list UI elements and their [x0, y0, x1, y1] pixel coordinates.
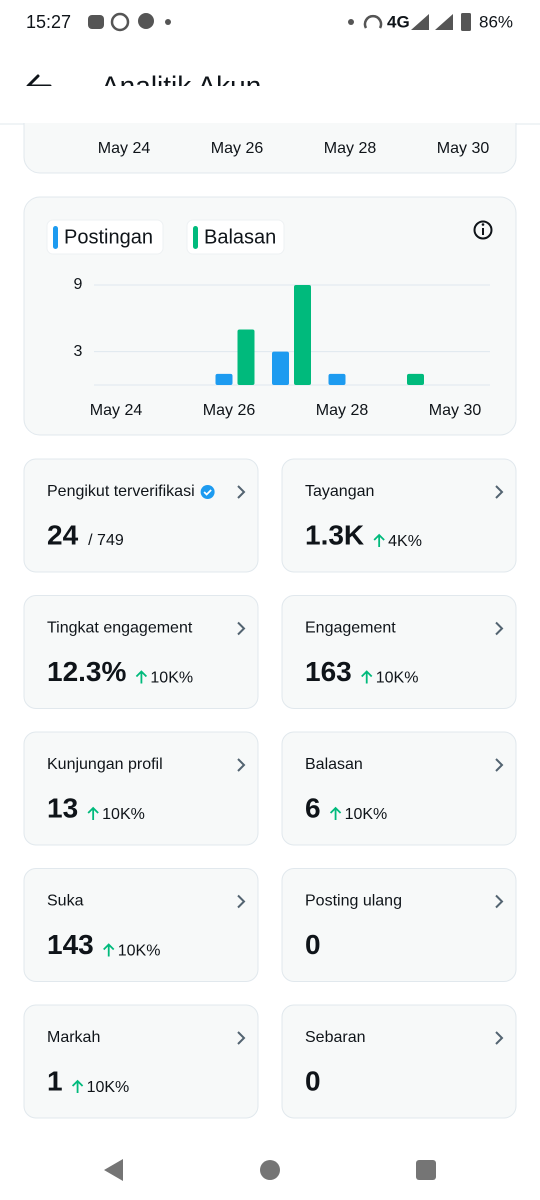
x-tick-label: May 30 [429, 402, 482, 419]
legend-chip[interactable] [186, 219, 285, 255]
x-tick-label: May 28 [316, 402, 369, 419]
metric-label: Balasan [305, 756, 363, 773]
metric-card[interactable] [23, 868, 259, 982]
metric-label: Pengikut terverifikasi [47, 483, 195, 500]
y-tick-label: 9 [74, 276, 83, 293]
metric-card[interactable] [281, 458, 517, 573]
chevron [237, 621, 246, 636]
status-battery: 86% [479, 12, 513, 31]
chevron [495, 894, 504, 909]
metric-change: 4K% [388, 533, 422, 550]
y-tick-label: 3 [74, 343, 83, 360]
up-arrow [135, 670, 148, 684]
legend-label: Postingan [64, 226, 153, 248]
info-icon[interactable] [473, 220, 493, 240]
chevron [237, 894, 246, 909]
x-tick-label: May 24 [98, 140, 151, 157]
up-arrow [71, 1079, 84, 1093]
chevron [237, 1031, 246, 1045]
metric-value: 0 [305, 929, 321, 960]
metric-value: 6 [305, 792, 321, 823]
metric-label: Kunjungan profil [47, 756, 163, 773]
chevron [495, 621, 504, 636]
x-tick-label: May 30 [437, 140, 490, 157]
metric-card[interactable] [23, 458, 259, 573]
bar [294, 285, 311, 385]
nav-recents[interactable] [416, 1160, 436, 1180]
x-tick-label: May 24 [90, 402, 143, 419]
metric-value: 24 [47, 519, 79, 550]
bar [328, 373, 346, 385]
metric-change: 10K% [87, 1079, 130, 1096]
verified-badge [200, 485, 215, 499]
up-arrow [373, 533, 385, 547]
legend-swatch [53, 226, 58, 249]
metric-label: Suka [47, 893, 84, 910]
metric-label: Markah [47, 1029, 100, 1046]
metric-change: 10K% [150, 670, 193, 687]
legend-swatch [193, 226, 198, 249]
metric-label: Posting ulang [305, 893, 402, 910]
chevron [495, 1031, 504, 1045]
legend-label: Balasan [204, 226, 276, 248]
metric-change: 10K% [102, 806, 145, 823]
status-network: 4G [387, 12, 410, 31]
metric-value: 1.3K [305, 519, 364, 550]
up-arrow [87, 806, 99, 820]
x-tick-label: May 26 [203, 402, 256, 419]
up-arrow [329, 806, 342, 820]
bar [272, 351, 289, 385]
metric-card[interactable] [281, 595, 517, 709]
up-arrow [103, 943, 115, 957]
chart-card [23, 196, 517, 436]
nav-home[interactable] [260, 1160, 280, 1180]
metric-change: 10K% [118, 943, 161, 960]
metric-card[interactable] [23, 595, 259, 709]
metric-value: 13 [47, 792, 78, 823]
bar [407, 373, 424, 385]
metric-card[interactable] [281, 731, 517, 846]
metric-card[interactable] [23, 1004, 259, 1119]
metric-card[interactable] [281, 868, 517, 982]
metric-card[interactable] [23, 731, 259, 846]
x-tick-label: May 28 [324, 140, 377, 157]
chevron [237, 758, 246, 772]
bar [237, 329, 255, 385]
legend-chip[interactable] [46, 219, 164, 255]
status-time: 15:27 [26, 12, 71, 32]
status-icons [88, 12, 471, 32]
up-arrow [361, 670, 373, 684]
chevron [495, 758, 504, 772]
chevron [237, 485, 246, 499]
metric-label: Tingkat engagement [47, 620, 193, 637]
metric-value: 163 [305, 656, 352, 687]
metric-change: 10K% [376, 670, 419, 687]
metric-label: Engagement [305, 620, 396, 637]
metric-total: / 749 [88, 532, 124, 549]
x-tick-label: May 26 [211, 140, 264, 157]
metric-label: Sebaran [305, 1029, 366, 1046]
metric-label: Tayangan [305, 483, 374, 500]
metric-value: 1 [47, 1065, 63, 1096]
metric-value: 12.3% [47, 656, 126, 687]
metric-change: 10K% [345, 806, 388, 823]
metric-value: 0 [305, 1065, 321, 1096]
nav-back[interactable] [104, 1159, 123, 1181]
chevron [495, 485, 504, 499]
metric-value: 143 [47, 929, 94, 960]
verified-check [203, 489, 212, 496]
bar [215, 373, 233, 385]
header-bg [0, 86, 540, 123]
metric-card[interactable] [281, 1004, 517, 1119]
